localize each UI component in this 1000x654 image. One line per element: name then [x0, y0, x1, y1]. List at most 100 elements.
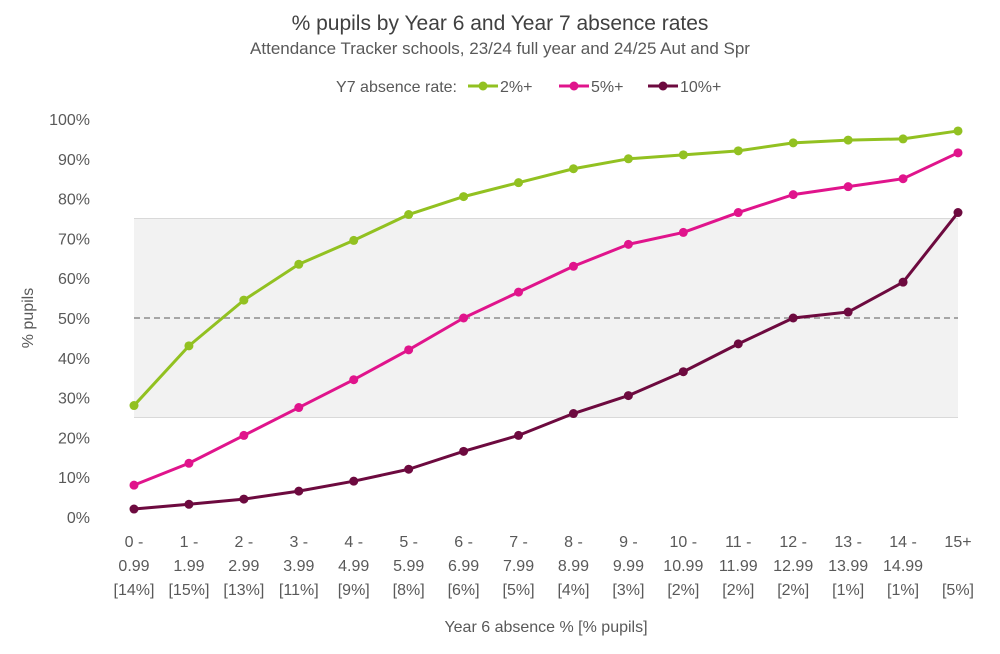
x-tick-label: 6.99 — [448, 558, 479, 575]
data-point — [349, 375, 359, 385]
x-tick-label: 12.99 — [773, 558, 813, 575]
legend-marker — [658, 81, 668, 91]
data-point — [404, 210, 414, 220]
series-1 — [129, 126, 963, 411]
data-point — [953, 208, 963, 218]
x-tick-label: 2 - — [235, 534, 254, 551]
x-tick-label: [1%] — [832, 582, 864, 599]
data-point — [843, 135, 853, 145]
x-tick-label: [8%] — [393, 582, 425, 599]
y-tick-label: 0% — [67, 510, 90, 527]
data-point — [678, 150, 688, 160]
data-point — [459, 192, 469, 202]
data-point — [843, 182, 853, 192]
x-tick-label: 4 - — [344, 534, 363, 551]
x-tick-label: 11 - — [725, 534, 751, 551]
x-tick-label: 8 - — [564, 534, 583, 551]
x-tick-label: 10.99 — [663, 558, 703, 575]
legend-label: 2%+ — [500, 79, 532, 96]
x-tick-label: 9.99 — [613, 558, 644, 575]
data-point — [898, 174, 908, 184]
x-tick-label: 13 - — [834, 534, 862, 551]
y-tick-label: 100% — [49, 112, 90, 129]
y-axis-label: % pupils — [20, 288, 37, 348]
data-point — [568, 164, 578, 174]
x-tick-label: 11.99 — [719, 558, 758, 575]
data-point — [184, 499, 194, 509]
x-tick-label: [5%] — [503, 582, 535, 599]
x-tick-label: 3.99 — [283, 558, 314, 575]
series-line — [133, 151, 959, 487]
data-point — [239, 430, 249, 440]
legend-marker — [478, 81, 488, 91]
data-point — [129, 480, 139, 490]
data-point — [294, 403, 304, 413]
data-point — [678, 367, 688, 377]
data-point — [129, 401, 139, 411]
legend-label: 5%+ — [591, 79, 623, 96]
data-point — [733, 208, 743, 218]
x-tick-label: [2%] — [777, 582, 809, 599]
x-tick-label: [5%] — [942, 582, 974, 599]
data-point — [239, 295, 249, 305]
data-point — [514, 430, 524, 440]
data-point — [953, 126, 963, 136]
x-tick-label: 14 - — [889, 534, 917, 551]
x-tick-label: [13%] — [223, 582, 264, 599]
data-point — [733, 339, 743, 349]
data-point — [788, 313, 798, 323]
data-point — [349, 476, 359, 486]
y-tick-label: 60% — [58, 271, 90, 288]
data-point — [733, 146, 743, 156]
x-tick-label: 15+ — [944, 534, 971, 551]
x-tick-label: [15%] — [168, 582, 209, 599]
x-tick-label: [9%] — [338, 582, 370, 599]
legend-title: Y7 absence rate: — [336, 79, 457, 96]
data-point — [404, 464, 414, 474]
y-tick-label: 30% — [58, 391, 90, 408]
data-point — [898, 277, 908, 287]
plot-area: 0% 10% 20% 30% 40% 50% 60% 70% 80% 90% 100% 0 - 0.9… — [49, 112, 974, 599]
y-tick-label: 20% — [58, 430, 90, 447]
x-tick-label: 0.99 — [118, 558, 149, 575]
y-tick-label: 50% — [58, 311, 90, 328]
data-point — [349, 235, 359, 245]
x-tick-label: 10 - — [670, 534, 698, 551]
data-point — [514, 178, 524, 188]
x-tick-label: 4.99 — [338, 558, 369, 575]
x-tick-label: 2.99 — [228, 558, 259, 575]
x-tick-label: [11%] — [279, 582, 319, 599]
data-point — [788, 190, 798, 200]
series-3 — [129, 208, 963, 514]
data-point — [843, 307, 853, 317]
data-point — [568, 261, 578, 271]
legend: Y7 absence rate: 2%+ 5%+ 10%+ — [336, 79, 721, 96]
data-point — [898, 134, 908, 144]
data-point — [129, 504, 139, 514]
x-tick-label: 5.99 — [393, 558, 424, 575]
x-tick-label: [2%] — [667, 582, 699, 599]
x-tick-label: 7.99 — [503, 558, 534, 575]
x-tick-label: 13.99 — [828, 558, 868, 575]
data-point — [459, 446, 469, 456]
chart-title: % pupils by Year 6 and Year 7 absence ra… — [292, 12, 709, 35]
x-tick-label: 1 - — [180, 534, 199, 551]
series-line — [132, 129, 959, 407]
data-point — [623, 239, 633, 249]
series-line — [133, 211, 960, 511]
y-tick-label: 40% — [58, 351, 90, 368]
x-tick-label: [2%] — [722, 582, 754, 599]
x-axis-label: Year 6 absence % [% pupils] — [444, 619, 647, 636]
data-point — [294, 486, 304, 496]
x-tick-label: 12 - — [779, 534, 807, 551]
data-point — [623, 154, 633, 164]
data-point — [568, 409, 578, 419]
y-tick-label: 70% — [58, 231, 90, 248]
data-point — [459, 313, 469, 323]
data-point — [404, 345, 414, 355]
y-tick-label: 90% — [58, 152, 90, 169]
x-tick-label: 3 - — [289, 534, 308, 551]
x-tick-label: [1%] — [887, 582, 919, 599]
x-tick-label: [4%] — [557, 582, 589, 599]
data-point — [184, 458, 194, 468]
